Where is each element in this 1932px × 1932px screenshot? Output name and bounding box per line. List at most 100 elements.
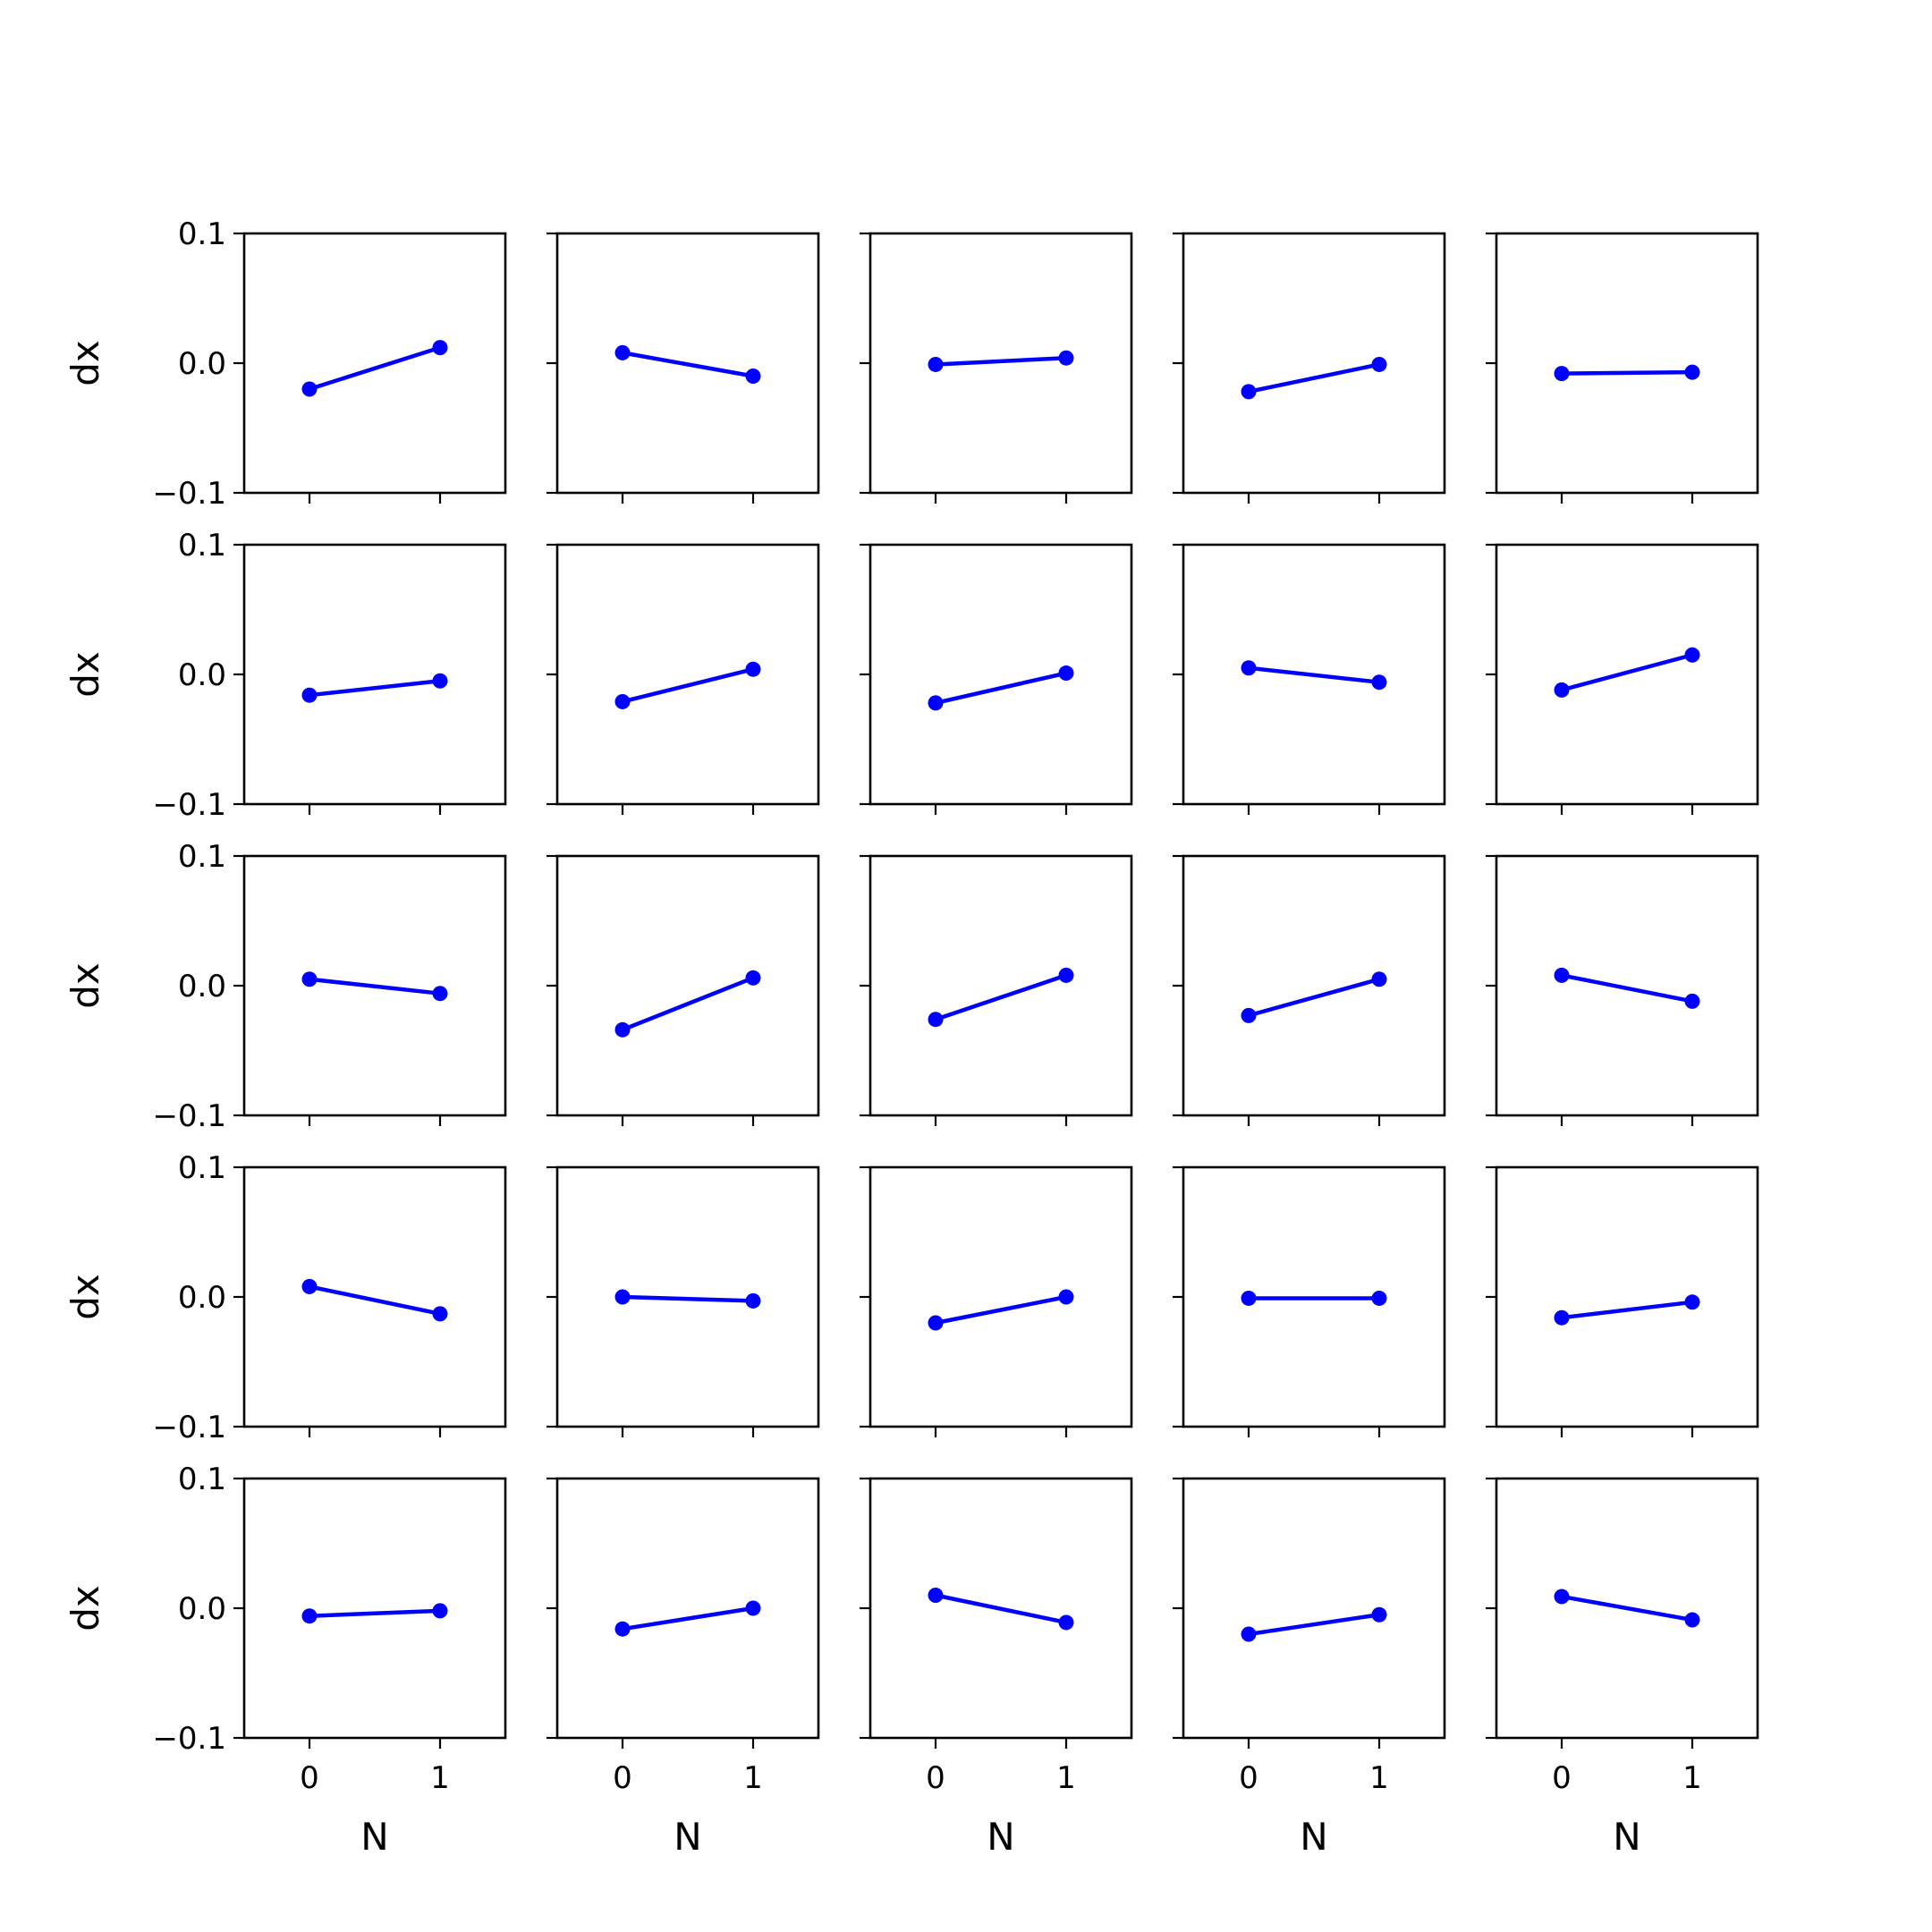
axes-frame <box>242 1165 507 1428</box>
axes-frame <box>869 1477 1133 1740</box>
y-tick-label: −0.1 <box>152 476 226 512</box>
series-line <box>622 351 754 378</box>
y-axis-label: dx <box>64 962 107 1009</box>
series-line <box>622 667 754 704</box>
data-point <box>1241 660 1257 676</box>
axes-frame <box>1495 1165 1759 1428</box>
axes-frame <box>869 543 1133 806</box>
axes-frame <box>1182 1477 1446 1740</box>
data-point <box>614 1289 631 1305</box>
axes-frame <box>242 854 507 1117</box>
y-axis-label: dx <box>64 651 107 698</box>
axes-frame <box>555 854 820 1117</box>
series-line <box>935 355 1067 367</box>
data-point <box>745 661 761 677</box>
y-tick-label: 0.0 <box>178 1591 226 1627</box>
x-axis-label: N <box>1300 1815 1327 1859</box>
series-line <box>309 977 441 996</box>
series-line <box>309 345 441 392</box>
x-tick-label: 0 <box>300 1760 319 1796</box>
data-point <box>1371 674 1387 691</box>
x-tick-label: 0 <box>926 1760 945 1796</box>
subplot-5-1: 0.1 0.0 −0.1 0 1 dx N <box>64 1462 507 1859</box>
data-point <box>1241 384 1257 400</box>
data-point <box>1554 1589 1570 1605</box>
series-line <box>622 976 754 1032</box>
y-tick-label: −0.1 <box>152 1410 226 1445</box>
data-point <box>301 1278 318 1294</box>
y-tick-label: 0.1 <box>178 1462 226 1497</box>
series-line <box>935 1593 1067 1625</box>
data-point <box>928 1012 944 1028</box>
y-axis-label: dx <box>64 340 107 386</box>
data-point <box>432 340 448 356</box>
data-point <box>1241 1290 1257 1306</box>
data-point <box>1684 647 1700 663</box>
data-point <box>432 1603 448 1619</box>
series-line <box>309 679 441 698</box>
subplot-2-1: 0.1 0.0 −0.1 dx <box>64 528 507 823</box>
data-point <box>1554 366 1570 382</box>
data-point <box>301 687 318 703</box>
data-point <box>745 1600 761 1616</box>
data-point <box>614 1621 631 1637</box>
axes-frame <box>1495 543 1759 806</box>
x-tick-label: 1 <box>1369 1760 1389 1796</box>
axes-frame <box>242 232 507 495</box>
x-tick-label: 0 <box>1552 1760 1572 1796</box>
series-line <box>1248 362 1380 394</box>
y-axis-label: dx <box>64 1585 107 1631</box>
data-point <box>1371 1290 1387 1306</box>
axes-frame <box>1495 1477 1759 1740</box>
data-point <box>928 356 944 372</box>
subplot-1-5 <box>1486 232 1759 504</box>
data-point <box>614 1021 631 1038</box>
series-line <box>1561 1300 1693 1320</box>
y-tick-label: 0.1 <box>178 528 226 564</box>
y-tick-label: −0.1 <box>152 1098 226 1134</box>
data-point <box>928 695 944 711</box>
series-line <box>309 1284 441 1317</box>
data-point <box>745 970 761 986</box>
axes-frame <box>1182 854 1446 1117</box>
x-axis-label: N <box>360 1815 388 1859</box>
axes-frame <box>1182 543 1446 806</box>
axes-frame <box>555 1477 820 1740</box>
axes-frame <box>1182 232 1446 495</box>
subplot-5-3: 0 1 N <box>860 1477 1133 1859</box>
axes-frame <box>555 543 820 806</box>
series-line <box>1561 369 1693 376</box>
series-line <box>622 1606 754 1631</box>
series-line <box>309 1608 441 1618</box>
subplot-3-3 <box>860 854 1133 1126</box>
data-point <box>1058 350 1074 366</box>
subplot-4-1: 0.1 0.0 −0.1 dx <box>64 1150 507 1445</box>
subplot-5-5: 0 1 N <box>1486 1477 1759 1859</box>
series-line <box>1561 653 1693 692</box>
subplot-2-2 <box>547 543 820 815</box>
data-point <box>1554 967 1570 983</box>
data-point <box>745 369 761 384</box>
x-tick-label: 1 <box>1056 1760 1076 1796</box>
subplot-4-4 <box>1173 1165 1446 1437</box>
series-line <box>935 1294 1067 1326</box>
x-axis-label: N <box>1613 1815 1640 1859</box>
series-line <box>1561 973 1693 1004</box>
data-point <box>928 1315 944 1331</box>
data-point <box>1058 1289 1074 1305</box>
data-point <box>301 381 318 397</box>
data-point <box>1241 1007 1257 1023</box>
y-tick-label: 0.0 <box>178 1280 226 1316</box>
subplot-grid: 0.10.0−0.1dx0.10.0−0.1dx0.10.0−0.1dx0.10… <box>64 216 1759 1859</box>
subplot-3-2 <box>547 854 820 1126</box>
data-point <box>1684 993 1700 1009</box>
subplot-1-3 <box>860 232 1133 504</box>
data-point <box>1684 1612 1700 1628</box>
axes-frame <box>242 543 507 806</box>
subplot-5-2: 0 1 N <box>547 1477 820 1859</box>
data-point <box>301 1608 318 1624</box>
subplot-1-2 <box>547 232 820 504</box>
data-point <box>1371 1606 1387 1623</box>
subplot-1-4 <box>1173 232 1446 504</box>
